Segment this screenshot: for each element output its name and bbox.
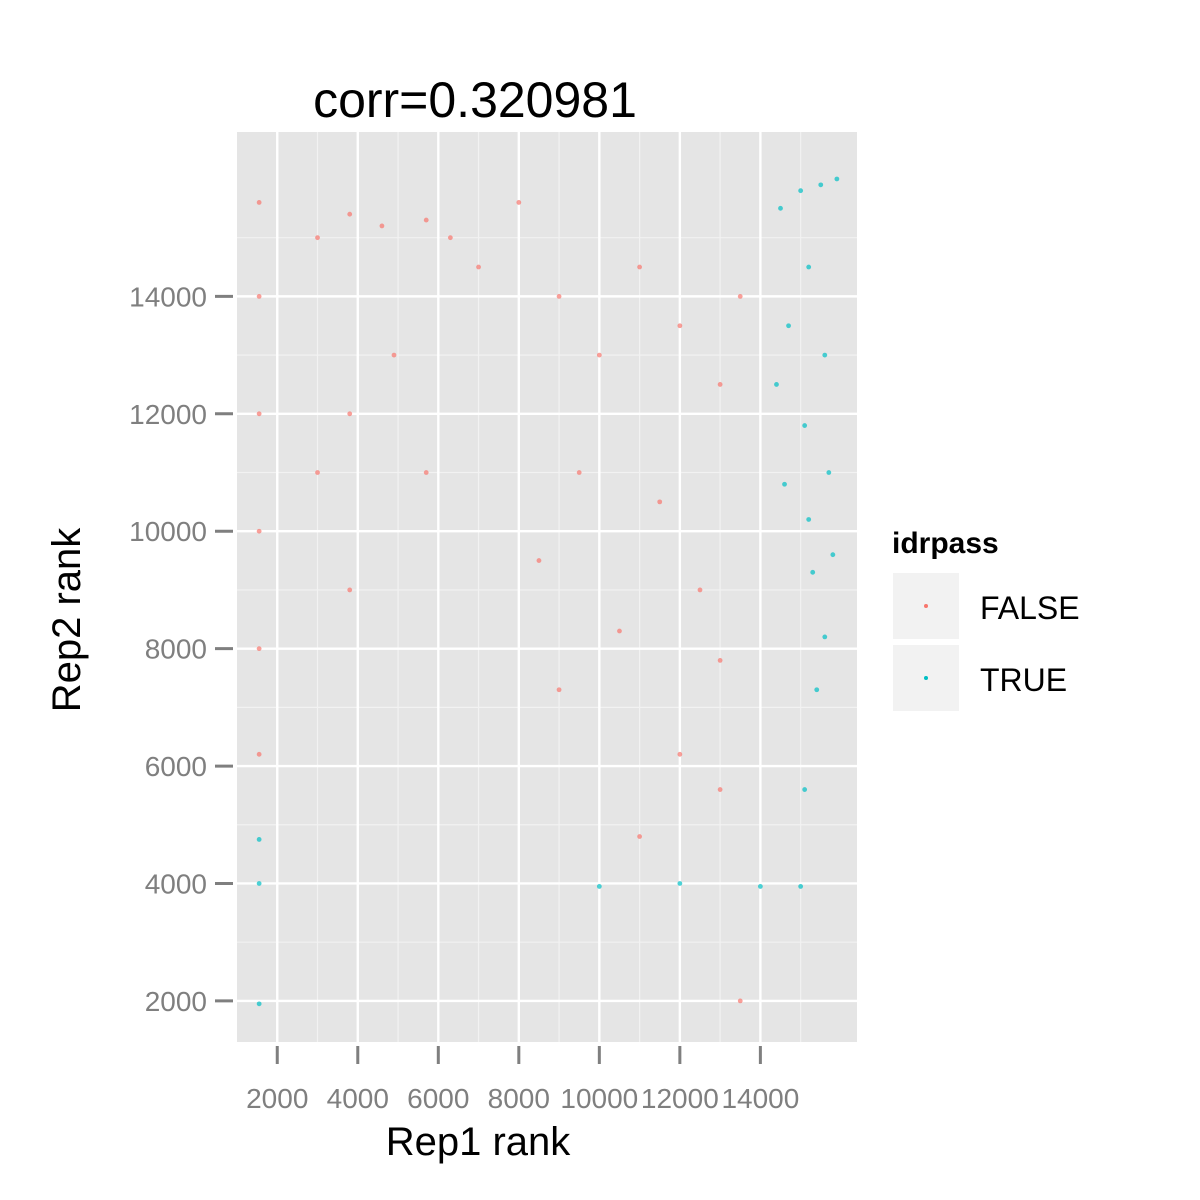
x-tick-label: 2000 — [246, 1083, 308, 1114]
y-tick-label: 6000 — [145, 751, 207, 782]
data-point-true — [826, 470, 832, 475]
legend-swatch-true — [924, 676, 928, 680]
data-point-false — [315, 470, 320, 475]
data-point-false — [423, 217, 429, 223]
data-point-true — [757, 884, 763, 889]
data-point-false — [256, 528, 262, 534]
data-point-true — [834, 176, 840, 182]
data-point-true — [677, 881, 683, 886]
chart-title: corr=0.320981 — [313, 72, 637, 128]
x-tick-label: 10000 — [560, 1083, 638, 1114]
data-point-true — [774, 382, 779, 387]
data-point-false — [347, 411, 353, 417]
data-point-false — [476, 264, 481, 270]
data-point-true — [814, 687, 820, 693]
y-axis-title: Rep2 rank — [45, 527, 89, 713]
data-point-false — [657, 499, 663, 505]
data-point-false — [717, 787, 723, 792]
y-tick-label: 14000 — [129, 281, 207, 312]
y-tick-label: 8000 — [145, 634, 207, 665]
x-tick-label: 4000 — [327, 1083, 389, 1114]
data-point-true — [810, 569, 816, 575]
data-point-true — [822, 352, 828, 358]
data-point-false — [637, 264, 642, 270]
data-point-false — [256, 751, 262, 757]
data-point-false — [717, 657, 723, 663]
x-tick-label: 8000 — [488, 1083, 550, 1114]
x-tick-label: 6000 — [407, 1083, 469, 1114]
data-point-false — [677, 323, 683, 329]
data-point-true — [778, 205, 783, 211]
y-axis: 2000 4000 6000 8000 10000 12000 14000 — [129, 281, 233, 1017]
data-point-false — [347, 211, 353, 217]
legend: idrpass FALSE TRUE — [892, 527, 1080, 711]
data-point-true — [798, 188, 804, 194]
data-point-false — [737, 293, 743, 299]
data-point-false — [617, 628, 622, 634]
data-point-false — [677, 751, 683, 757]
x-axis: 2000 4000 6000 8000 10000 12000 14000 — [246, 1046, 799, 1114]
data-point-false — [256, 200, 262, 205]
grid-minor — [237, 132, 857, 1042]
grid-major — [237, 132, 857, 1042]
data-point-false — [256, 646, 262, 652]
data-point-false — [256, 293, 262, 299]
legend-label-false: FALSE — [980, 590, 1080, 626]
legend-swatch-false — [924, 604, 928, 608]
data-point-false — [315, 235, 320, 241]
y-tick-label: 2000 — [145, 986, 207, 1017]
data-point-false — [423, 470, 429, 475]
legend-title: idrpass — [892, 527, 999, 560]
data-point-false — [556, 687, 562, 693]
data-point-false — [256, 411, 262, 417]
data-point-true — [818, 182, 824, 188]
data-point-true — [830, 552, 836, 558]
data-point-true — [802, 423, 808, 428]
y-tick-label: 4000 — [145, 868, 207, 899]
data-point-false — [717, 382, 723, 387]
data-point-false — [737, 998, 743, 1004]
data-point-true — [806, 517, 812, 522]
plot-panel — [237, 132, 857, 1042]
data-point-false — [379, 223, 385, 229]
legend-label-true: TRUE — [980, 662, 1067, 698]
data-point-true — [596, 884, 602, 889]
data-point-true — [256, 1001, 262, 1007]
data-point-true — [798, 884, 804, 889]
data-point-false — [447, 235, 453, 241]
x-axis-title: Rep1 rank — [386, 1120, 572, 1164]
data-point-true — [786, 323, 791, 329]
data-point-false — [556, 293, 562, 299]
data-point-false — [576, 470, 582, 475]
x-tick-label: 14000 — [721, 1083, 799, 1114]
data-point-false — [347, 587, 353, 593]
data-point-false — [516, 200, 522, 205]
y-tick-label: 12000 — [129, 399, 207, 430]
data-point-false — [536, 558, 542, 563]
data-point-false — [697, 587, 703, 593]
data-points — [256, 176, 840, 1007]
data-point-true — [822, 634, 828, 640]
x-tick-label: 12000 — [641, 1083, 719, 1114]
data-point-true — [802, 787, 808, 792]
data-point-true — [782, 481, 787, 487]
data-point-false — [391, 352, 397, 358]
data-point-true — [256, 881, 262, 886]
data-point-true — [256, 837, 262, 842]
data-point-false — [596, 352, 602, 358]
data-point-false — [637, 834, 642, 839]
data-point-true — [806, 264, 812, 270]
y-tick-label: 10000 — [129, 516, 207, 547]
